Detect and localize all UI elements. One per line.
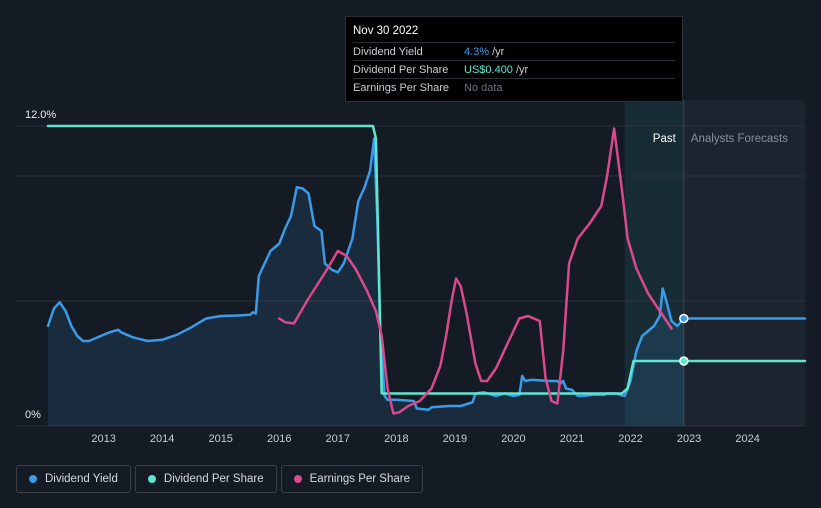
past-region-label: Past (653, 133, 677, 145)
y-axis-top-label: 12.0% (25, 109, 56, 121)
hover-tooltip: Nov 30 2022 Dividend Yield 4.3% /yr Divi… (345, 16, 683, 102)
tooltip-value: US$0.400 (464, 63, 513, 76)
tooltip-date: Nov 30 2022 (353, 25, 419, 37)
x-tick-label: 2015 (208, 433, 232, 445)
x-tick-label: 2023 (677, 433, 701, 445)
tooltip-unit: /yr (515, 63, 529, 76)
x-tick-label: 2016 (267, 433, 291, 445)
series-line-earnings-per-share (278, 127, 673, 415)
y-axis-bottom-label: 0% (25, 409, 41, 421)
tooltip-row-earnings-per-share: Earnings Per Share No data (353, 78, 675, 96)
legend-item-dividend-per-share[interactable]: Dividend Per Share (134, 465, 277, 493)
legend-item-earnings-per-share[interactable]: Earnings Per Share (280, 465, 423, 493)
tooltip-row-dividend-per-share: Dividend Per Share US$0.400 /yr (353, 60, 675, 78)
tooltip-label: Dividend Yield (353, 45, 423, 58)
legend-dot-icon (29, 475, 37, 483)
tooltip-row-dividend-yield: Dividend Yield 4.3% /yr (353, 42, 675, 60)
legend-label: Earnings Per Share (309, 473, 410, 485)
tooltip-label: Earnings Per Share (353, 81, 449, 94)
x-tick-label: 2018 (384, 433, 408, 445)
x-tick-label: 2017 (326, 433, 350, 445)
forecast-region (683, 100, 805, 426)
dividend-per-share-marker (679, 356, 689, 366)
legend-label: Dividend Yield (45, 473, 118, 485)
x-tick-label: 2013 (91, 433, 115, 445)
x-tick-label: 2019 (443, 433, 467, 445)
legend-dot-icon (293, 475, 302, 483)
legend-dot-icon (147, 475, 156, 483)
tooltip-value: 4.3% (464, 45, 490, 58)
x-tick-label: 2022 (618, 433, 642, 445)
tooltip-label: Dividend Per Share (353, 63, 449, 76)
x-tick-label: 2024 (735, 433, 759, 445)
series-area (48, 138, 684, 426)
legend-label: Dividend Per Share (163, 473, 264, 485)
x-tick-label: 2014 (150, 433, 174, 445)
legend-item-dividend-yield[interactable]: Dividend Yield (16, 465, 131, 493)
forecast-region-label: Analysts Forecasts (691, 133, 788, 145)
legend: Dividend Yield Dividend Per Share Earnin… (16, 465, 423, 493)
tooltip-unit: /yr (492, 45, 505, 58)
x-tick-label: 2021 (560, 433, 584, 445)
x-tick-label: 2020 (501, 433, 525, 445)
tooltip-value: No data (464, 81, 503, 94)
dividend-yield-marker (679, 313, 689, 324)
